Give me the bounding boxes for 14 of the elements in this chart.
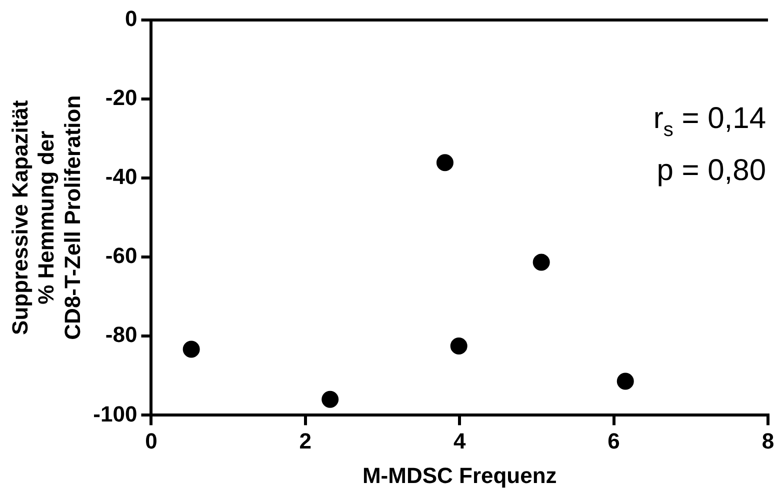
- x-tick-label: 0: [145, 428, 158, 454]
- y-tick-label: -80: [105, 322, 138, 348]
- x-tick-label: 2: [299, 428, 312, 454]
- x-axis-title: M-MDSC Frequenz: [362, 462, 557, 488]
- y-axis-title: Suppressive Kapazität % Hemmung der CD8-T-Zell Proliferation: [7, 95, 86, 340]
- x-tick-label: 4: [453, 428, 466, 454]
- y-tick-label: -60: [105, 243, 138, 268]
- x-tick-label: 6: [608, 428, 620, 454]
- annotation: p = 0,80: [656, 154, 766, 187]
- y-tick-label: -20: [105, 85, 138, 110]
- x-tick-label: 8: [762, 428, 774, 454]
- y-tick-label: -100: [93, 401, 138, 426]
- y-tick-label: -40: [105, 164, 138, 190]
- y-tick-label: 0: [124, 6, 138, 32]
